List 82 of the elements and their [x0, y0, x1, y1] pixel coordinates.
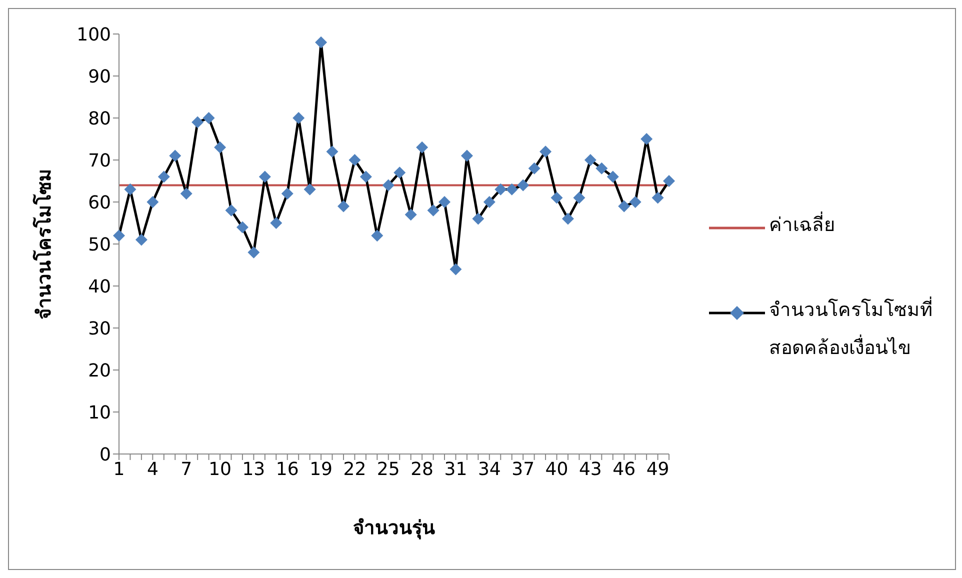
point: [236, 221, 248, 234]
x-tick-label: 7: [180, 458, 192, 480]
point: [540, 146, 552, 158]
x-tick-label: 43: [578, 458, 602, 480]
point: [394, 166, 406, 179]
point: [326, 146, 338, 158]
point: [304, 183, 316, 196]
legend-label: ค่าเฉลี่ย: [769, 210, 836, 238]
point: [652, 192, 664, 204]
point: [248, 246, 260, 258]
x-tick-label: 19: [310, 458, 332, 480]
point: [225, 204, 238, 216]
point: [146, 196, 159, 208]
x-tick-label: 49: [646, 458, 670, 480]
y-tick-label: 30: [88, 318, 111, 340]
point: [337, 200, 350, 212]
x-tick-label: 28: [410, 458, 434, 480]
point: [135, 234, 148, 246]
x-tick-label: 25: [376, 458, 400, 480]
x-tick-label: 13: [242, 458, 266, 480]
point: [618, 200, 630, 212]
point: [180, 188, 192, 200]
point: [517, 179, 530, 192]
point: [371, 230, 384, 242]
point: [348, 154, 361, 166]
point: [169, 150, 182, 162]
y-tick-label: 40: [88, 276, 111, 298]
y-tick-label: 50: [88, 234, 111, 256]
y-tick-label: 80: [88, 108, 111, 130]
point: [606, 170, 619, 183]
point: [360, 170, 372, 183]
point: [663, 175, 675, 187]
point: [640, 133, 653, 145]
point: [258, 170, 271, 183]
point: [460, 150, 473, 162]
point: [270, 217, 282, 229]
point: [506, 183, 518, 196]
point: [124, 183, 136, 196]
x-tick-label: 34: [478, 458, 501, 480]
point: [158, 170, 170, 183]
point: [584, 154, 596, 166]
x-axis-title: จำนวนรุ่น: [353, 517, 435, 540]
point: [404, 208, 417, 221]
point: [450, 263, 462, 276]
point: [494, 183, 507, 196]
point: [192, 116, 204, 128]
point: [438, 196, 451, 208]
x-tick-label: 4: [146, 458, 158, 480]
legend-label: จำนวนโครโมโซมที่สอดคล้องเงื่อนไข: [769, 296, 934, 361]
point: [528, 162, 540, 174]
point: [113, 230, 125, 242]
y-tick-label: 0: [100, 444, 111, 466]
y-axis-title: จำนวนโครโมโซม: [32, 168, 56, 320]
point: [427, 204, 440, 216]
point: [382, 179, 394, 192]
point: [315, 36, 328, 48]
x-tick-label: 46: [612, 458, 636, 480]
point: [472, 212, 484, 225]
point: [214, 141, 226, 154]
y-tick-label: 70: [88, 150, 111, 172]
point: [550, 192, 563, 204]
point: [483, 196, 496, 208]
x-tick-label: 31: [444, 458, 468, 480]
x-tick-label: 40: [545, 458, 568, 480]
y-tick-label: 90: [88, 66, 111, 88]
x-tick-label: 16: [276, 458, 299, 480]
x-tick-label: 22: [343, 458, 366, 480]
point: [562, 212, 574, 225]
point: [629, 196, 642, 208]
y-tick-label: 10: [88, 402, 111, 424]
point: [573, 192, 586, 204]
y-tick-label: 100: [76, 24, 111, 46]
point: [281, 188, 294, 200]
y-tick-label: 60: [88, 192, 111, 214]
point: [202, 112, 215, 124]
point: [292, 112, 305, 124]
y-tick-label: 20: [88, 360, 111, 382]
point: [596, 162, 608, 174]
x-tick-label: 37: [512, 458, 535, 480]
x-tick-label: 1: [113, 458, 125, 480]
x-tick-label: 10: [208, 458, 232, 480]
point: [416, 141, 428, 154]
